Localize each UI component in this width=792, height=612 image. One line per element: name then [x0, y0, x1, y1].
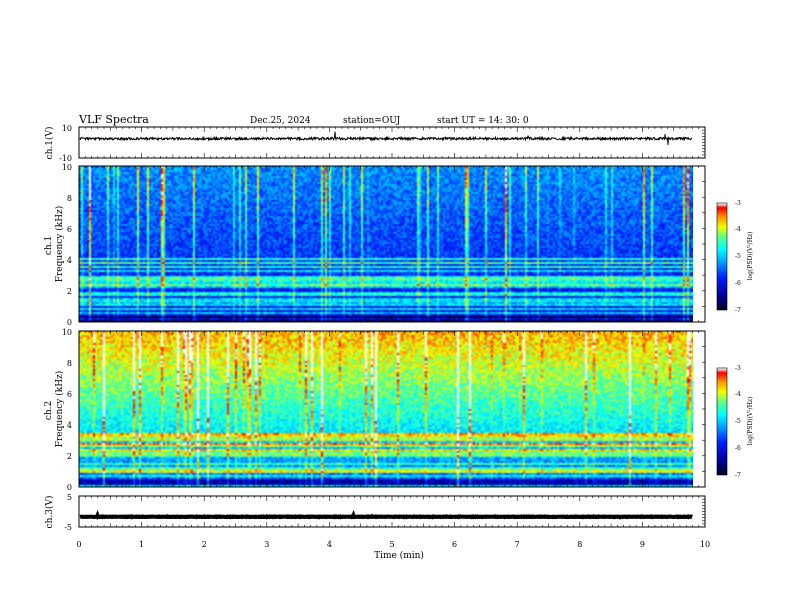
- ch3-waveform-panel: 5 -5 ch.3(V): [44, 493, 706, 532]
- ch2-cb-tick-7: -7: [735, 472, 741, 479]
- ch2-freq-tick-2: 2: [67, 452, 72, 461]
- ch1-cb-tick-7: -7: [735, 307, 741, 314]
- ch1-spectrogram-ticks: [78, 166, 706, 322]
- ch2-spectrogram-image: [79, 331, 693, 487]
- ch2-cb-tick-5: -5: [735, 418, 741, 425]
- ch2-freq-tick-10: 10: [62, 328, 72, 337]
- date-label: Dec.25, 2024: [250, 116, 311, 126]
- ch1-freq-tick-0: 0: [67, 318, 72, 327]
- ch2-cb-tick-6: -6: [735, 445, 741, 452]
- ch1-frequency-label: Frequency (kHz): [54, 206, 65, 283]
- ch1-cb-tick-4: -4: [735, 226, 741, 233]
- time-tick-label: 10: [700, 540, 710, 549]
- station-label: station=OUJ: [343, 116, 401, 126]
- ch1-colorbar-ticks: -3 -4 -5 -6 -7: [735, 200, 741, 314]
- ch1-spectrogram-yticks: 0 2 4 6 8 10: [62, 163, 72, 327]
- ch2-frequency-label: Frequency (kHz): [54, 371, 65, 448]
- time-tick-label: 3: [264, 540, 269, 549]
- ch1-freq-tick-8: 8: [67, 194, 72, 203]
- ch1-channel-label: ch.1 Frequency (kHz): [44, 206, 65, 283]
- time-tick-label: 2: [202, 540, 207, 549]
- time-tick-label: 9: [640, 540, 645, 549]
- figure-title: VLF Spectra: [78, 113, 149, 126]
- time-axis-label: Time (min): [374, 550, 424, 561]
- ch1-colorbar: [717, 203, 727, 310]
- ch1-freq-tick-6: 6: [67, 225, 72, 234]
- start-time-label: start UT = 14: 30: 0: [437, 116, 529, 126]
- ch2-spectrogram-yticks: 0 2 4 6 8 10: [62, 328, 72, 492]
- time-tick-label: 4: [327, 540, 332, 549]
- ch1-freq-tick-4: 4: [67, 256, 72, 265]
- ch1-ylabel: ch.1(V): [44, 127, 55, 160]
- ch3-ytick-bottom: -5: [64, 523, 72, 532]
- ch1-freq-tick-2: 2: [67, 287, 72, 296]
- ch2-spectrogram-panel: 0 2 4 6 8 10 ch.2 Frequency (kHz) -3 -4 …: [44, 328, 754, 492]
- ch3-ylabel: ch.3(V): [44, 496, 55, 529]
- ch1-cb-tick-3: -3: [735, 200, 741, 207]
- ch2-freq-tick-0: 0: [67, 483, 72, 492]
- ch1-cb-tick-6: -6: [735, 280, 741, 287]
- ch1-colorbar-frame: [716, 202, 728, 311]
- ch2-freq-tick-6: 6: [67, 390, 72, 399]
- ch3-waveform-trace: [79, 509, 694, 520]
- time-tick-label: 8: [577, 540, 582, 549]
- ch1-channel-name: ch.1: [44, 236, 54, 255]
- ch2-colorbar-label: log(PSD)(V²/Hz): [747, 397, 754, 446]
- ch3-ytick-top: 5: [67, 493, 72, 502]
- ch2-spectrogram-ticks: [78, 331, 706, 487]
- time-tick-label: 5: [389, 540, 394, 549]
- time-tick-label: 0: [76, 540, 81, 549]
- ch2-cb-tick-4: -4: [735, 391, 741, 398]
- ch2-channel-name: ch.2: [44, 401, 54, 420]
- time-tick-label: 7: [515, 540, 520, 549]
- ch1-waveform-ticks: [78, 127, 706, 158]
- ch1-waveform-trace: [79, 131, 693, 145]
- time-axis-ticklabels: 0 1 2 3 4 5 6 7 8 9 10: [76, 540, 710, 549]
- ch2-colorbar-frame: [716, 367, 728, 476]
- ch2-colorbar: [717, 368, 727, 475]
- ch1-spectrogram-image: [79, 166, 693, 322]
- ch1-cb-tick-5: -5: [735, 253, 741, 260]
- ch2-channel-label: ch.2 Frequency (kHz): [44, 371, 65, 448]
- time-tick-label: 6: [452, 540, 457, 549]
- ch1-spectrogram-panel: 0 2 4 6 8 10 ch.1 Frequency (kHz) -3 -4 …: [44, 163, 754, 327]
- ch3-waveform-ticks: [78, 496, 706, 527]
- ch1-waveform-panel: 10 -10 ch.1(V): [44, 124, 706, 163]
- ch1-colorbar-label: log(PSD)(V²/Hz): [747, 232, 754, 281]
- ch2-cb-tick-3: -3: [735, 365, 741, 372]
- ch2-freq-tick-8: 8: [67, 359, 72, 368]
- time-tick-label: 1: [139, 540, 144, 549]
- ch2-colorbar-ticks: -3 -4 -5 -6 -7: [735, 365, 741, 479]
- ch1-freq-tick-10: 10: [62, 163, 72, 172]
- ch1-ytick-bottom: -10: [59, 154, 72, 163]
- ch1-waveform-frame: [78, 126, 706, 159]
- ch3-waveform-frame: [78, 495, 706, 528]
- ch1-ytick-top: 10: [62, 124, 72, 133]
- ch2-freq-tick-4: 4: [67, 421, 72, 430]
